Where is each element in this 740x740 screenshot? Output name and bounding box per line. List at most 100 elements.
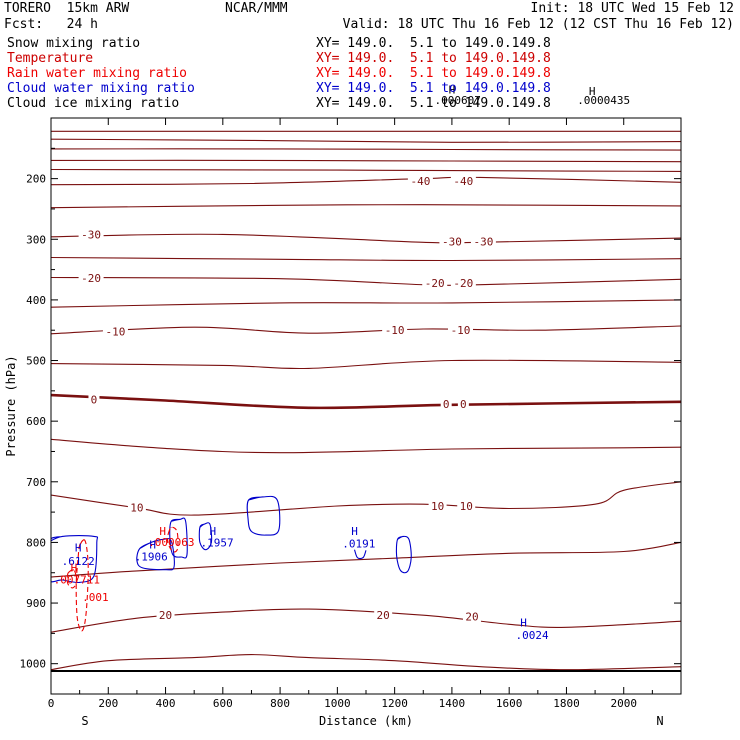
center-name: NCAR/MMM [225,1,288,16]
forecast-hour: Fcst: 24 h [4,17,98,32]
temp-label-bg-0 [407,175,433,188]
temp-label-9: -10 [385,324,405,337]
isotherm-t10 [51,481,681,516]
y-tick-label-700: 700 [26,476,46,489]
field-name-cloud-ice: Cloud ice mixing ratio [7,96,180,111]
y-axis-title: Pressure (hPa) [4,355,18,456]
x-tick-label-1000: 1000 [324,697,351,710]
temp-label-16: 10 [460,500,473,513]
maximum-label-17: H [589,85,596,98]
temp-label-bg-17 [156,609,175,622]
maximum-label-16: .000607 [434,94,480,107]
x-tick-label-1200: 1200 [381,697,408,710]
isotherm-t-10 [51,325,681,335]
temp-label-1: -40 [453,175,473,188]
y-tick-label-400: 400 [26,294,46,307]
temp-label-bg-15 [428,500,447,513]
temp-label-bg-4 [470,235,496,248]
temp-label-bg-1 [450,175,476,188]
y-tick-label-600: 600 [26,415,46,428]
maximum-label-12: .0191 [342,537,375,550]
field-name-rain: Rain water mixing ratio [7,66,188,81]
field-xy-cloud-water: XY= 149.0. 5.1 to 149.0.149.8 [316,81,551,96]
temp-label-bg-18 [374,609,393,622]
temp-label-8: -10 [105,325,125,338]
isotherm-t-20 [51,276,681,286]
rain-contour-rain-2 [166,526,179,553]
maximum-label-18: .0000435 [577,94,630,107]
isotherm-t0 [51,393,681,410]
x-tick-label-2000: 2000 [610,697,637,710]
isotherm-t-40 [51,176,681,186]
cloud-water-contour-cw-2 [136,537,175,571]
temp-label-13: 0 [460,398,467,411]
field-xy-rain: XY= 149.0. 5.1 to 149.0.149.8 [316,66,551,81]
field-name-snow: Snow mixing ratio [7,36,141,51]
maximum-label-5: H [149,538,156,551]
maximum-label-10: .1957 [201,537,234,550]
rain-layer [66,526,179,632]
maximum-label-0: H [75,542,82,555]
valid-time: Valid: 18 UTC Thu 16 Feb 12 (12 CST Thu … [342,17,734,32]
isotherm-t-46 [51,148,681,151]
temp-label-3: -30 [442,236,462,249]
field-xy-cloud-ice: XY= 149.0. 5.1 to 149.0.149.8 [316,96,551,111]
x-tick-label-1800: 1800 [553,697,580,710]
isotherm-t-47 [51,138,681,143]
maximum-label-7: H [159,525,166,538]
maximum-label-15: H [449,84,456,97]
temp-label-18: 20 [377,609,390,622]
x-tick-label-200: 200 [98,697,118,710]
axes-layer: 0 200 400 600 800 1000 1200 1400 1600 1800 2000200… [4,117,682,728]
isotherm-t25 [51,654,681,671]
temp-label-5: -20 [81,272,101,285]
y-tick-label-200: 200 [26,173,46,186]
maximum-label-9: H [209,525,216,538]
maximum-label-14: .0024 [516,629,549,642]
direction-label-north: N [656,714,663,728]
cloud-water-contour-cw-4 [198,522,213,551]
temperature-label-layer: -40 -40-30-30 -30-20 -20 -20-10 -10 -100 0 010 10… [78,175,496,623]
maximum-label-6: .1906 [135,551,168,564]
temp-label-0: -40 [410,175,430,188]
maximum-label-8: .000063 [148,536,194,549]
cloud-water-contour-cw-5 [246,495,281,536]
y-tick-label-500: 500 [26,355,46,368]
y-tick-label-900: 900 [26,597,46,610]
maximum-label-3: .007711 [54,574,100,587]
isotherm-t-30 [51,233,681,244]
temp-label-bg-8 [102,325,128,338]
isotherm-t-43 [51,168,681,172]
temp-label-bg-3 [439,235,465,248]
field-name-temperature: Temperature [7,51,94,66]
isotherm-t20 [51,608,681,633]
model-name: TORERO 15km ARW [4,1,130,16]
maximum-label-13: H [520,617,527,630]
x-tick-label-1600: 1600 [496,697,523,710]
direction-label-south: S [81,714,88,728]
temp-label-19: 20 [465,610,478,623]
isotherm-t-5 [51,359,681,370]
temp-label-12: 0 [443,398,450,411]
temp-label-bg-7 [450,276,476,289]
maximum-label-4: .001 [82,591,109,604]
temp-label-bg-14 [127,501,146,514]
isotherm-t-45 [51,159,681,163]
temp-label-bg-5 [78,272,104,285]
cloud-water-contour-cw-6 [395,535,412,574]
isotherm-t5 [51,438,681,454]
x-tick-label-0: 0 [48,697,55,710]
x-tick-label-600: 600 [213,697,233,710]
temp-label-6: -20 [425,277,445,290]
temp-label-7: -20 [453,277,473,290]
field-name-cloud-water: Cloud water mixing ratio [7,81,195,96]
x-tick-label-800: 800 [270,697,290,710]
field-xy-temperature: XY= 149.0. 5.1 to 149.0.149.8 [316,51,551,66]
temp-label-14: 10 [130,501,143,514]
temp-label-bg-2 [78,228,104,241]
temp-label-bg-16 [457,500,476,513]
temp-label-11: 0 [91,393,98,406]
maxima-label-layer: H.6122H.007711.001H.1906H.000063H.1957H.… [54,84,631,642]
isotherm-layer [51,130,681,671]
